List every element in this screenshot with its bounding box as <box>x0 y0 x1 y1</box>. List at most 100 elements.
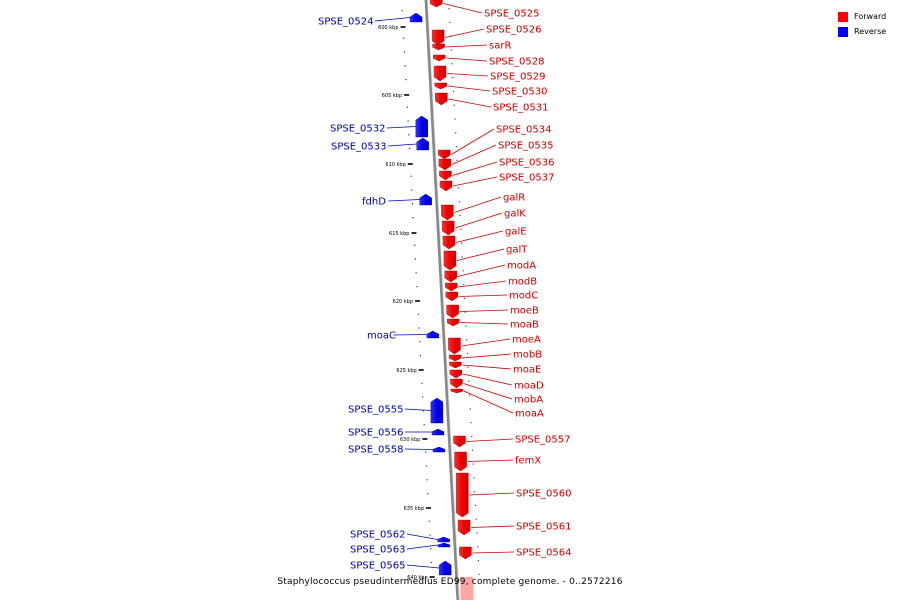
gene-label[interactable]: SPSE_0532 <box>330 124 386 135</box>
gene-spse-0563[interactable]: SPSE_0563 <box>350 542 451 556</box>
minor-tick <box>470 422 472 424</box>
gene-label[interactable]: SPSE_0565 <box>350 561 406 572</box>
gene-label[interactable]: moaE <box>513 365 541 376</box>
gene-spse-0560[interactable]: SPSE_0560 <box>456 472 572 518</box>
gene-label[interactable]: SPSE_0531 <box>493 103 549 114</box>
gene-label[interactable]: SPSE_0563 <box>350 545 406 556</box>
minor-tick <box>425 465 427 467</box>
gene-label[interactable]: moaA <box>515 409 544 420</box>
gene-label[interactable]: SPSE_0529 <box>490 72 546 83</box>
gene-moba[interactable]: mobA <box>450 378 543 406</box>
gene-label[interactable]: galT <box>506 245 528 256</box>
gene-label[interactable]: SPSE_0524 <box>318 17 374 28</box>
gene-label[interactable]: SPSE_0533 <box>331 142 387 153</box>
gene-spse-0555[interactable]: SPSE_0555 <box>348 397 444 424</box>
gene-label[interactable]: modA <box>507 261 536 272</box>
gene-spse-0528[interactable]: SPSE_0528 <box>432 54 545 68</box>
gene-spse-0531[interactable]: SPSE_0531 <box>435 92 549 114</box>
gene-label[interactable]: moaD <box>514 381 544 392</box>
gene-label[interactable]: SPSE_0536 <box>499 158 555 169</box>
gene-spse-0536[interactable]: SPSE_0536 <box>439 158 555 181</box>
minor-tick <box>468 380 470 382</box>
minor-tick <box>455 146 458 148</box>
gene-label[interactable]: SPSE_0537 <box>499 173 555 184</box>
gene-fdhd[interactable]: fdhD <box>362 193 432 208</box>
minor-tick <box>405 79 407 81</box>
gene-spse-0556[interactable]: SPSE_0556 <box>348 428 445 439</box>
gene-label[interactable]: SPSE_0557 <box>515 435 571 446</box>
gene-label[interactable]: moeB <box>510 306 539 317</box>
gene-label[interactable]: SPSE_0560 <box>516 489 572 500</box>
minor-tick <box>469 408 471 410</box>
gene-moeb[interactable]: moeB <box>446 304 539 319</box>
gene-label[interactable]: galK <box>504 209 526 220</box>
gene-spse-0565[interactable]: SPSE_0565 <box>350 561 452 576</box>
gene-label[interactable]: SPSE_0561 <box>516 522 572 533</box>
gene-modb[interactable]: modB <box>445 277 537 292</box>
gene-moaa[interactable]: moaA <box>450 388 544 420</box>
gene-spse-0564[interactable]: SPSE_0564 <box>459 546 572 560</box>
minor-tick <box>454 118 456 120</box>
minor-tick <box>463 297 466 299</box>
legend-reverse: Reverse <box>838 24 886 39</box>
gene-spse-0524[interactable]: SPSE_0524 <box>318 12 423 28</box>
gene-galr[interactable]: galR <box>441 193 525 221</box>
gene-label[interactable]: SPSE_0558 <box>348 445 404 456</box>
minor-tick <box>416 286 418 288</box>
gene-gale[interactable]: galE <box>442 227 527 250</box>
gene-label[interactable]: SPSE_0556 <box>348 428 404 439</box>
gene-moac[interactable]: moaC <box>367 331 440 342</box>
gene-label[interactable]: moaB <box>510 320 539 331</box>
minor-tick <box>425 451 427 453</box>
gene-sarr[interactable]: sarR <box>432 41 512 52</box>
minor-tick <box>477 546 479 548</box>
gene-label[interactable]: modB <box>508 277 537 288</box>
gene-spse-0525[interactable]: SPSE_0525 <box>430 0 540 20</box>
gene-label[interactable]: moeA <box>512 335 541 346</box>
gene-label[interactable]: SPSE_0564 <box>516 548 572 559</box>
gene-label[interactable]: SPSE_0525 <box>484 9 540 20</box>
gene-galk[interactable]: galK <box>441 209 526 236</box>
gene-label[interactable]: fdhD <box>362 197 386 208</box>
gene-label[interactable]: SPSE_0534 <box>496 125 552 136</box>
gene-moae[interactable]: moaE <box>449 361 541 376</box>
gene-label[interactable]: sarR <box>489 41 511 52</box>
gene-label[interactable]: modC <box>509 291 538 302</box>
gene-spse-0526[interactable]: SPSE_0526 <box>431 25 542 46</box>
gene-spse-0561[interactable]: SPSE_0561 <box>457 519 572 536</box>
gene-spse-0530[interactable]: SPSE_0530 <box>434 82 548 98</box>
gene-label[interactable]: SPSE_0562 <box>350 530 406 541</box>
gene-label[interactable]: galR <box>503 193 525 204</box>
gene-spse-0532[interactable]: SPSE_0532 <box>330 115 429 138</box>
gene-label[interactable]: femX <box>515 456 541 467</box>
gene-moad[interactable]: moaD <box>449 369 544 392</box>
gene-femx[interactable]: femX <box>454 451 542 472</box>
gene-moea[interactable]: moeA <box>448 335 541 355</box>
gene-label[interactable]: mobA <box>514 395 543 406</box>
gene-galt[interactable]: galT <box>443 245 528 271</box>
gene-spse-0558[interactable]: SPSE_0558 <box>348 445 446 456</box>
minor-tick <box>419 341 421 343</box>
gene-label[interactable]: moaC <box>367 331 396 342</box>
minor-tick <box>422 410 425 412</box>
gene-label[interactable]: SPSE_0530 <box>492 87 548 98</box>
gene-label[interactable]: galE <box>505 227 527 238</box>
gene-mobb[interactable]: mobB <box>448 350 542 362</box>
gene-label[interactable]: SPSE_0526 <box>486 25 542 36</box>
gene-spse-0537[interactable]: SPSE_0537 <box>439 173 555 192</box>
gene-label[interactable]: mobB <box>513 350 542 361</box>
gene-spse-0533[interactable]: SPSE_0533 <box>331 137 429 153</box>
gene-moab[interactable]: moaB <box>446 318 539 331</box>
gene-spse-0562[interactable]: SPSE_0562 <box>350 530 450 543</box>
gene-label[interactable]: SPSE_0535 <box>498 141 554 152</box>
gene-spse-0534[interactable]: SPSE_0534 <box>438 125 552 160</box>
gene-modc[interactable]: modC <box>445 291 538 302</box>
minor-tick <box>414 244 416 246</box>
minor-tick <box>455 132 457 134</box>
gene-label[interactable]: SPSE_0555 <box>348 405 404 416</box>
gene-label[interactable]: SPSE_0528 <box>489 57 545 68</box>
gene-spse-0557[interactable]: SPSE_0557 <box>453 435 571 448</box>
gene-spse-0535[interactable]: SPSE_0535 <box>438 141 554 171</box>
gene-spse-0529[interactable]: SPSE_0529 <box>433 65 546 83</box>
gene-moda[interactable]: modA <box>444 261 536 283</box>
